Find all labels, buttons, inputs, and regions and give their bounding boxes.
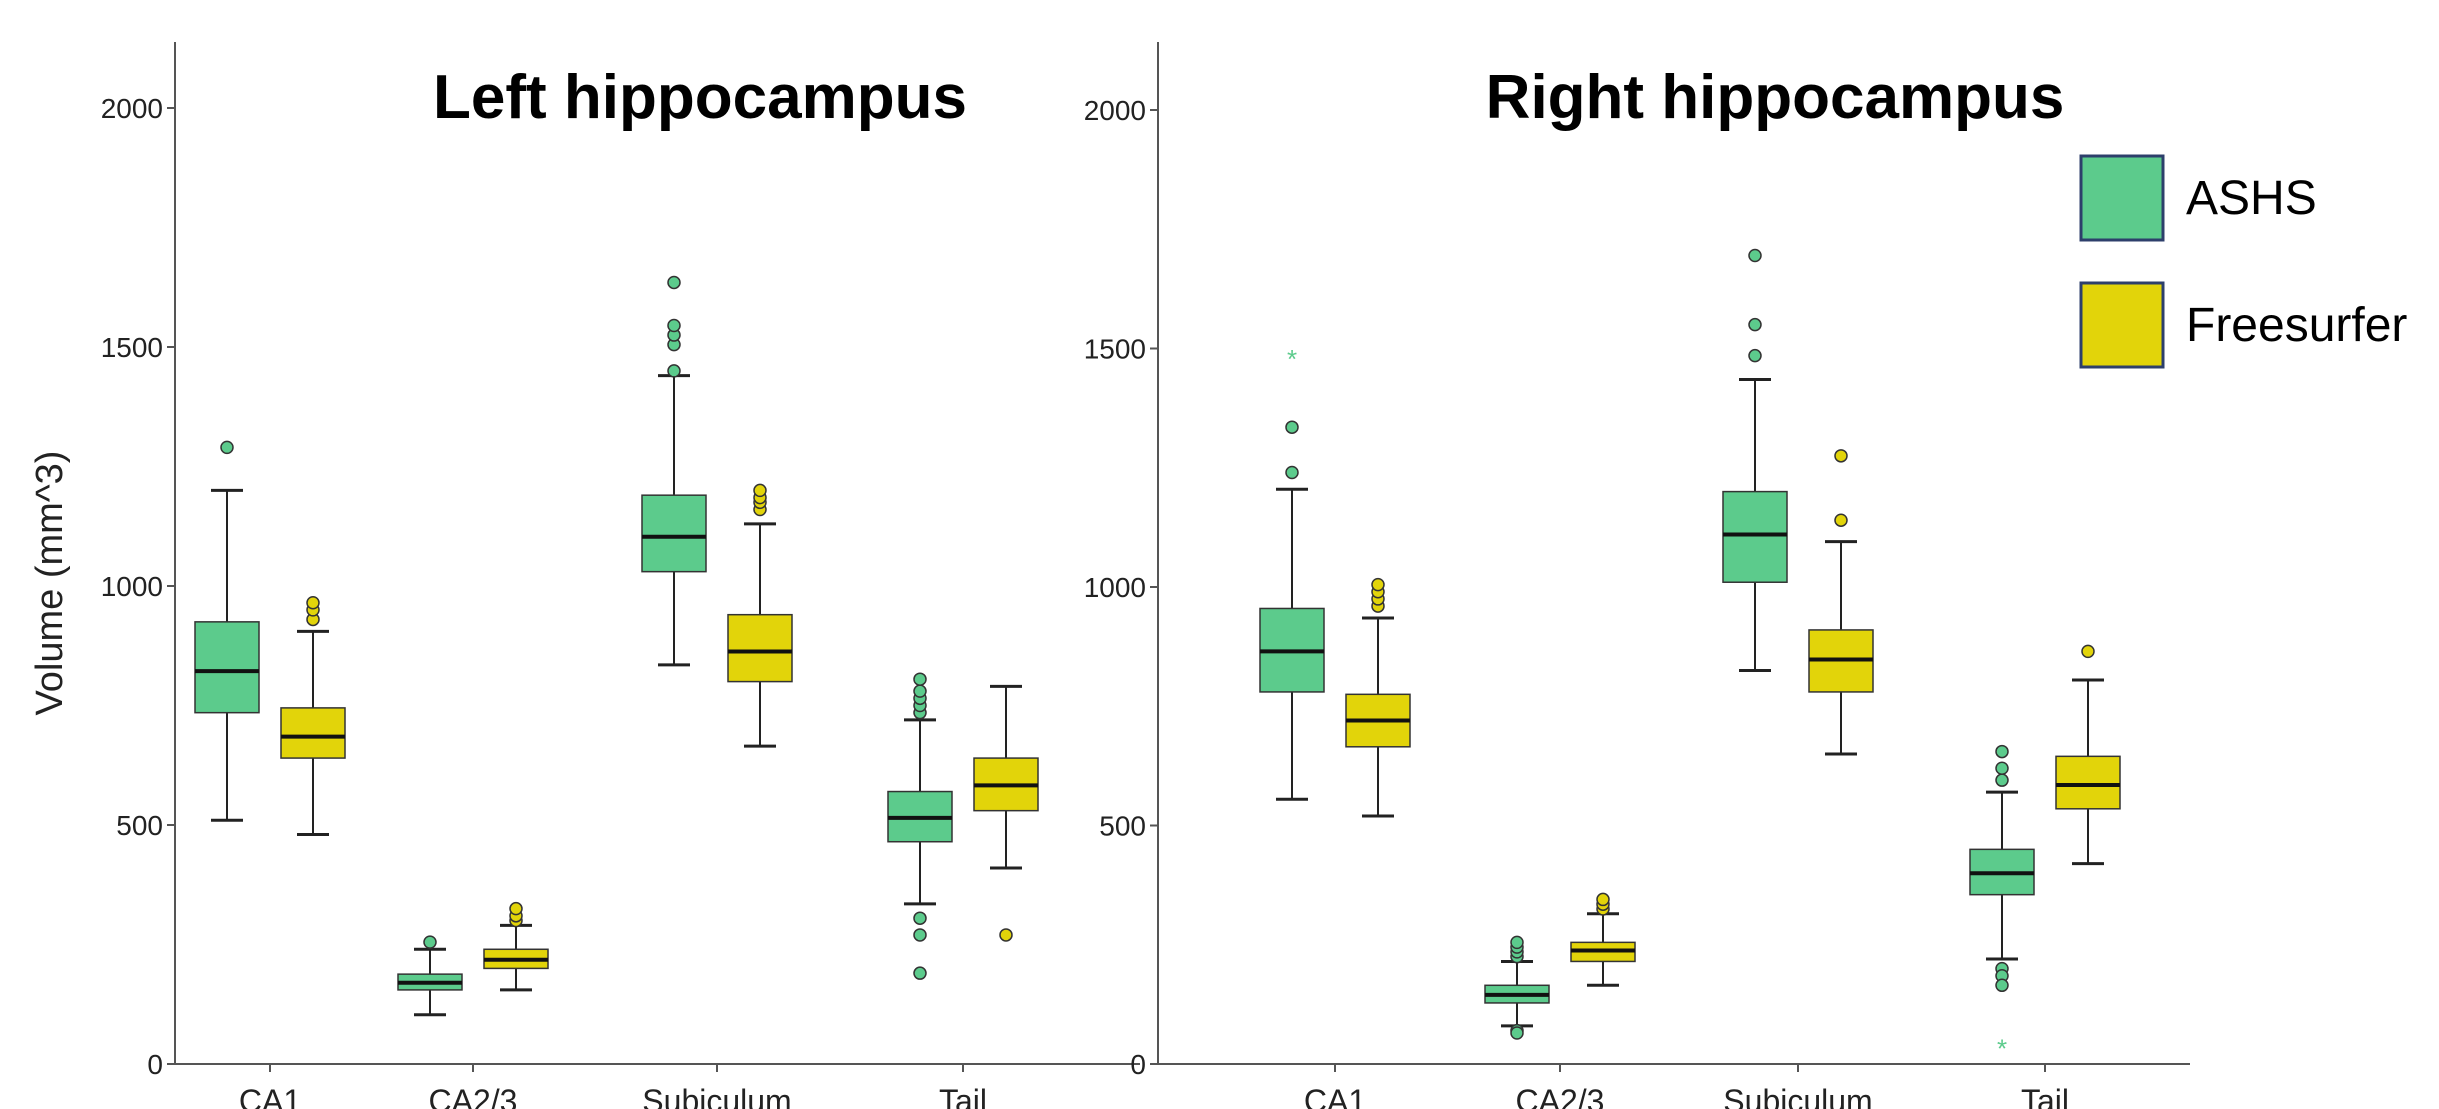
y-tick-label: 500: [116, 810, 163, 841]
box-ashs-ca23: [1484, 935, 1550, 1040]
box-freesurfer-ca23: [1570, 892, 1636, 987]
y-tick-label: 2000: [1084, 95, 1146, 126]
chart-panel-left: 0 500 1000 1500 2000 Left hippocampus Volume (…: [29, 42, 1140, 1109]
outlier-point: [667, 275, 681, 290]
y-tick-label: 1500: [101, 332, 163, 363]
outlier-point: [1995, 773, 2009, 787]
outlier-point: [1834, 513, 1848, 527]
outlier-point: [913, 911, 927, 925]
outlier-point: [1995, 978, 2009, 993]
outlier-point: [1371, 577, 1385, 592]
box-freesurfer-subiculum: [1808, 449, 1874, 756]
outlier-point: [913, 672, 927, 686]
outlier-point: [1834, 449, 1848, 463]
y-tick-label: 0: [147, 1049, 163, 1080]
box-ashs-ca1: [194, 440, 260, 822]
legend-label-freesurfer: Freesurfer: [2186, 299, 2407, 352]
legend-swatch-ashs: [2079, 154, 2165, 242]
y-tick-label: 2000: [101, 93, 163, 124]
outlier-point: [220, 440, 234, 455]
iqr-box: [1722, 490, 1788, 583]
x-tick-label: CA2/3: [1516, 1083, 1605, 1109]
outlier-point: [1510, 1026, 1524, 1040]
box-ashs-ca23: [397, 935, 463, 1017]
outlier-point: [1748, 248, 1762, 263]
outlier-point: [753, 483, 767, 498]
iqr-box: [280, 707, 346, 759]
outlier-point: [1995, 761, 2009, 776]
outlier-point: [667, 364, 681, 378]
outlier-point: [913, 966, 927, 980]
outlier-point: [1596, 892, 1610, 907]
outlier-point: [1285, 465, 1299, 480]
outlier-point: [1995, 744, 2009, 759]
outlier-point: [1748, 317, 1762, 332]
outlier-point: [423, 935, 437, 949]
iqr-box: [727, 613, 793, 683]
box-ashs-subiculum: [641, 275, 707, 667]
y-tick-label: 1000: [1084, 572, 1146, 603]
legend: ASHS Freesurfer: [2079, 154, 2407, 369]
y-tick-label: 1500: [1084, 334, 1146, 365]
x-tick-label: Tail: [2021, 1083, 2069, 1109]
box-freesurfer-ca23: [483, 901, 549, 992]
y-tick-label: 500: [1099, 811, 1146, 842]
iqr-box: [2055, 755, 2121, 810]
legend-swatch-freesurfer: [2079, 281, 2165, 369]
box-freesurfer-tail: [973, 684, 1039, 942]
box-freesurfer-tail: [2055, 644, 2121, 866]
outlier-point: [2081, 644, 2095, 659]
outlier-point: [306, 595, 320, 610]
y-tick-label: 1000: [101, 571, 163, 602]
box-ashs-subiculum: [1722, 248, 1788, 672]
x-tick-label: CA1: [1304, 1083, 1366, 1109]
chart-panel-right: 0 500 1000 1500 2000 Right hippocampus CA1 CA2/…: [1084, 42, 2190, 1109]
extreme-point: *: [1997, 1033, 2007, 1063]
chart-title: Right hippocampus: [1486, 63, 2065, 132]
iqr-box: [194, 621, 260, 714]
outlier-point: [667, 318, 681, 333]
box-freesurfer-ca1: [1345, 577, 1411, 818]
legend-label-ashs: ASHS: [2186, 172, 2317, 225]
chart-title: Left hippocampus: [433, 63, 967, 132]
box-ashs-tail: *: [1969, 744, 2035, 1063]
x-tick-label: CA2/3: [429, 1083, 518, 1109]
outlier-point: [913, 684, 927, 698]
outlier-point: [509, 901, 523, 916]
outlier-point: [1510, 935, 1524, 950]
extreme-point: *: [1287, 344, 1297, 374]
outlier-point: [913, 928, 927, 942]
box-freesurfer-subiculum: [727, 483, 793, 748]
y-axis-label: Volume (mm^3): [29, 451, 71, 716]
x-tick-label: Subiculum: [642, 1083, 791, 1109]
x-tick-label: Tail: [939, 1083, 987, 1109]
y-tick-label: 0: [1130, 1049, 1146, 1080]
outlier-point: [1285, 420, 1299, 434]
x-tick-label: CA1: [239, 1083, 301, 1109]
box-ashs-tail: [887, 672, 953, 980]
iqr-box: [641, 494, 707, 573]
outlier-point: [1748, 348, 1762, 363]
outlier-point: [999, 928, 1013, 942]
box-ashs-ca1: *: [1259, 344, 1325, 801]
x-tick-label: Subiculum: [1723, 1083, 1872, 1109]
box-freesurfer-ca1: [280, 595, 346, 837]
